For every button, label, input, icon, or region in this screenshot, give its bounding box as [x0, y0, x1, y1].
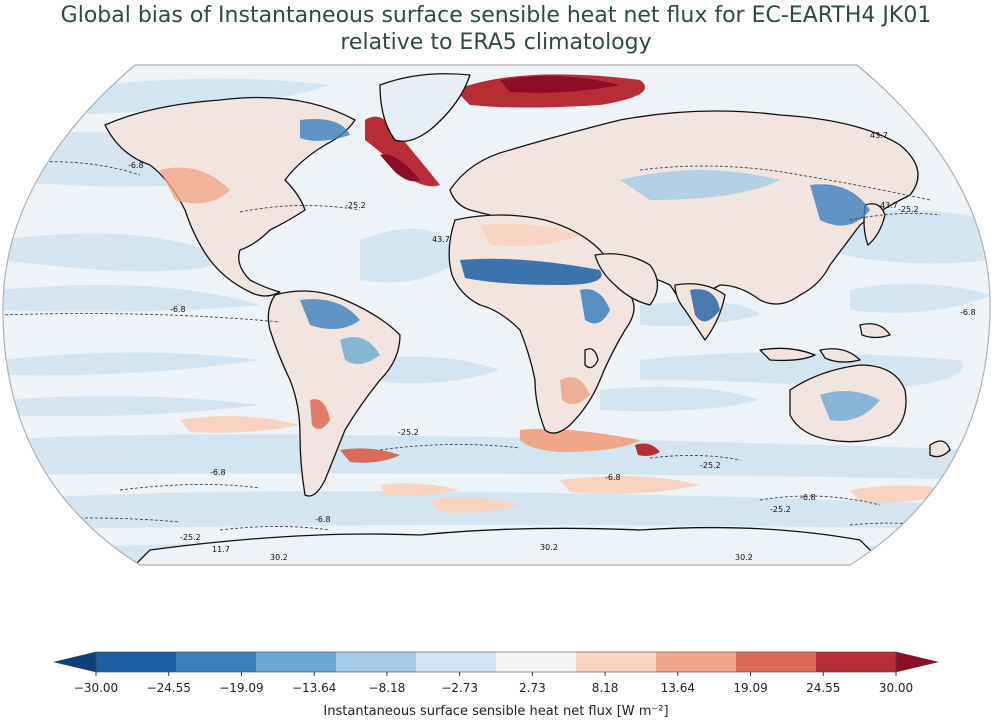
map-outline: [2, 64, 991, 566]
north-america: [104, 96, 356, 297]
world-map: -6.8 -25.2 -6.8 -25.2 43.7 43.7 -25.2 -2…: [2, 64, 991, 566]
colorbar-segment: [176, 652, 257, 672]
colorbar-tick-label: −24.55: [147, 681, 191, 695]
colorbar-tick-label: 8.18: [592, 681, 619, 695]
colorbar-ticks: −30.00 −24.55 −19.09 −13.64 −8.18 −2.73 2.73 8.…: [74, 672, 913, 695]
colorbar-tick-label: 30.00: [879, 681, 913, 695]
contour-label: -6.8: [960, 308, 976, 317]
arabian-peninsula: [594, 253, 659, 306]
contour-label: 30.2: [735, 553, 753, 562]
colorbar-tick-label: 13.64: [661, 681, 695, 695]
contour-label: 30.2: [270, 553, 288, 562]
contour-label: -6.8: [605, 473, 621, 482]
colorbar-tick-label: 2.73: [519, 681, 546, 695]
indonesia: [759, 323, 891, 363]
japan: [863, 203, 886, 246]
contour-label: 43.7: [870, 131, 888, 140]
greenland: [379, 73, 471, 142]
colorbar-tick-label: −19.09: [219, 681, 263, 695]
contour-label: 11.7: [212, 545, 230, 554]
contour-label: -25.2: [770, 505, 791, 514]
madagascar: [584, 348, 599, 369]
map-title: Global bias of Instantaneous surface sen…: [0, 2, 992, 56]
colorbar-tick-label: −13.64: [292, 681, 336, 695]
colorbar-over-arrow: [895, 651, 939, 673]
colorbar: −30.00 −24.55 −19.09 −13.64 −8.18 −2.73 2.73 8.…: [53, 651, 939, 695]
contour-label: -25.2: [898, 205, 919, 214]
contour-label: 30.2: [540, 543, 558, 552]
colorbar-tick-label: −30.00: [74, 681, 118, 695]
contour-label: -6.8: [170, 305, 186, 314]
contour-label: 43.7: [432, 235, 450, 244]
title-line-2: relative to ERA5 climatology: [340, 30, 652, 55]
colorbar-segment: [736, 652, 817, 672]
contour-label: 43.7: [880, 201, 898, 210]
contour-label: -25.2: [345, 201, 366, 210]
colorbar-segment: [816, 652, 897, 672]
contour-label: -25.2: [700, 461, 721, 470]
contour-label: -25.2: [180, 533, 201, 542]
colorbar-tick-label: 24.55: [806, 681, 840, 695]
colorbar-segment: [416, 652, 497, 672]
colorbar-frame: [95, 651, 897, 673]
colorbar-segment: [336, 652, 417, 672]
colorbar-segment: [496, 652, 577, 672]
colorbar-label: Instantaneous surface sensible heat net …: [323, 704, 669, 719]
colorbar-tick-label: −2.73: [441, 681, 478, 695]
land-bias-patches: [160, 119, 880, 429]
colorbar-tick-label: −8.18: [369, 681, 406, 695]
contour-label: -6.8: [315, 515, 331, 524]
antarctica: [119, 526, 901, 565]
contour-label: -6.8: [800, 493, 816, 502]
colorbar-under-arrow: [53, 651, 97, 673]
new-zealand: [929, 440, 951, 458]
contour-label: -25.2: [398, 428, 419, 437]
colorbar-segment: [576, 652, 657, 672]
contour-label: -6.8: [210, 468, 226, 477]
colorbar-segment: [656, 652, 737, 672]
colorbar-segments: [96, 652, 897, 672]
colorbar-tick-label: 19.09: [733, 681, 767, 695]
title-line-1: Global bias of Instantaneous surface sen…: [60, 3, 932, 28]
colorbar-segment: [96, 652, 177, 672]
colorbar-segment: [256, 652, 337, 672]
contour-label: -6.8: [128, 161, 144, 170]
contour-label-group: -6.8 -25.2 -6.8 -25.2 43.7 43.7 -25.2 -2…: [128, 131, 976, 562]
